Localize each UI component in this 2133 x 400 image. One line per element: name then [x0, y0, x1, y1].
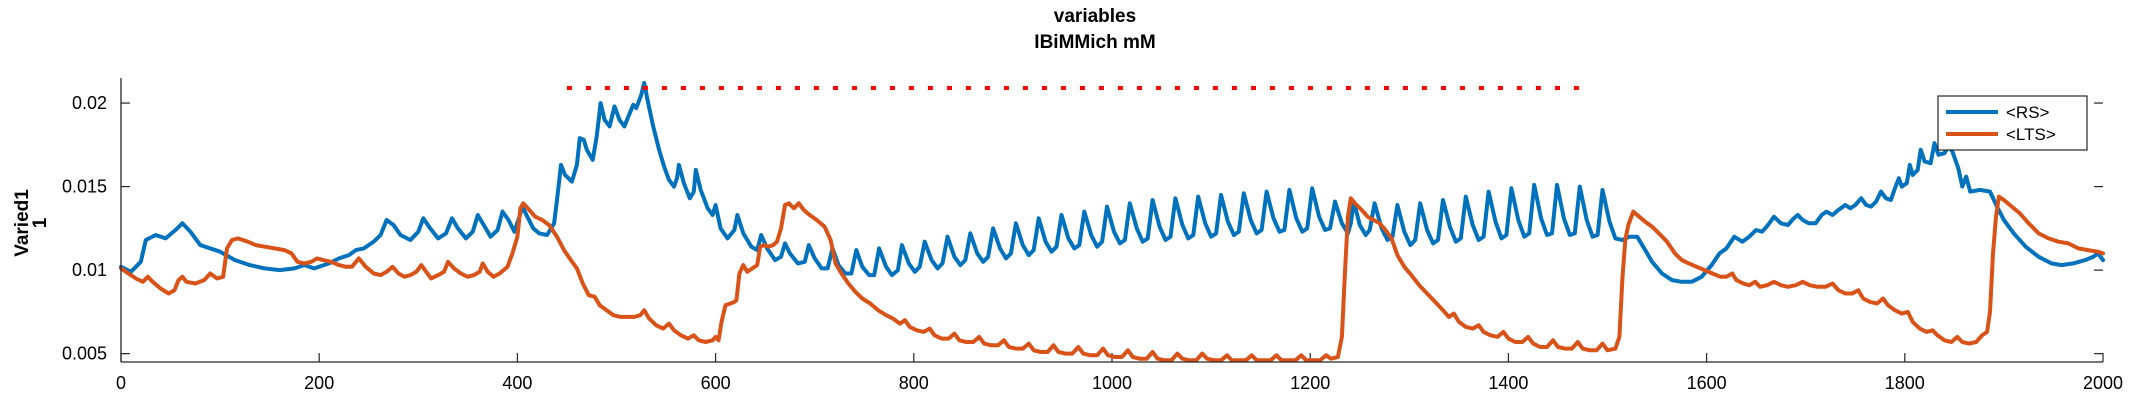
x-tick-label: 1600 — [1687, 373, 1727, 393]
x-tick-label: 1000 — [1092, 373, 1132, 393]
y-axis-label-line-1: Varied1 — [12, 189, 33, 257]
x-tick-label: 200 — [304, 373, 334, 393]
x-tick-label: 400 — [502, 373, 532, 393]
series-layer — [119, 81, 2105, 363]
x-tick-label: 0 — [116, 373, 126, 393]
axes-lines — [120, 78, 2103, 363]
x-tick-label: 1200 — [1290, 373, 1330, 393]
y-tick-label: 0.02 — [72, 93, 107, 113]
y-axis-label-line-2: 1 — [30, 217, 51, 228]
x-axis: 0 200 400 600 800 1000 1200 1400 1600 1800 2000 — [116, 353, 2123, 393]
y-axis: 0.005 0.01 0.015 0.02 — [62, 93, 2103, 364]
legend-label: <RS> — [2006, 103, 2050, 122]
series-line-lts — [119, 194, 2105, 363]
y-tick-label: 0.005 — [62, 344, 107, 364]
x-tick-label: 1800 — [1885, 373, 1925, 393]
chart-subtitle: IBiMMich mM — [1034, 32, 1155, 53]
legend-box — [1937, 95, 2088, 151]
y-tick-label: 0.01 — [72, 260, 107, 280]
x-tick-label: 2000 — [2083, 373, 2123, 393]
chart-title: variables — [1054, 6, 1136, 27]
y-axis-label: Varied1 1 — [12, 189, 51, 257]
series-line-rs — [119, 81, 2105, 284]
x-tick-label: 800 — [899, 373, 929, 393]
y-tick-label: 0.015 — [62, 177, 107, 197]
plot-area: 0.005 0.01 0.015 0.02 0 200 400 600 800 1000 1200… — [62, 78, 2123, 393]
x-tick-label: 1400 — [1488, 373, 1528, 393]
legend-label: <LTS> — [2006, 125, 2056, 144]
x-tick-label: 600 — [701, 373, 731, 393]
legend: <RS> <LTS> — [1937, 95, 2088, 151]
